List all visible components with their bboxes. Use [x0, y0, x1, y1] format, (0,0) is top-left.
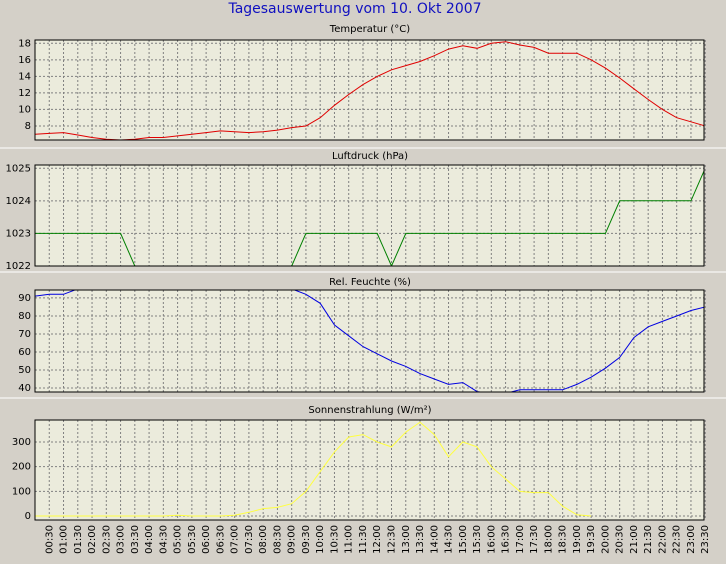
x-tick-label: 17:30 — [529, 525, 540, 554]
x-tick-label: 12:00 — [372, 525, 383, 554]
x-tick-label: 19:30 — [586, 525, 597, 554]
x-tick-label: 06:30 — [215, 525, 226, 554]
y-tick-label: 1022 — [6, 261, 31, 272]
x-tick-label: 01:00 — [59, 525, 70, 554]
x-tick-label: 04:00 — [144, 525, 155, 554]
x-tick-label: 09:00 — [287, 525, 298, 554]
y-tick-label: 50 — [18, 365, 31, 376]
x-tick-label: 10:30 — [329, 525, 340, 554]
x-tick-label: 02:00 — [87, 525, 98, 554]
y-tick-label: 0 — [25, 511, 31, 522]
plot-area — [34, 164, 705, 267]
y-tick-label: 90 — [18, 293, 31, 304]
line — [35, 169, 704, 266]
y-tick-label: 300 — [12, 437, 31, 448]
x-tick-label: 20:00 — [600, 525, 611, 554]
x-tick-label: 08:30 — [272, 525, 283, 554]
plot-frame — [34, 164, 705, 267]
x-tick-label: 21:30 — [643, 525, 654, 554]
y-tick-label: 10 — [18, 104, 31, 115]
plot-frame — [34, 289, 705, 393]
x-tick-label: 11:30 — [358, 525, 369, 554]
x-tick-label: 19:00 — [572, 525, 583, 554]
chart-title: Tagesauswertung vom 10. Okt 2007 — [227, 1, 481, 17]
y-tick-label: 70 — [18, 329, 31, 340]
panel-title: Sonnenstrahlung (W/m²) — [308, 405, 431, 416]
plot-area — [34, 419, 705, 521]
panel-title: Luftdruck (hPa) — [332, 151, 408, 162]
x-tick-label: 15:30 — [472, 525, 483, 554]
panel-title: Temperatur (°C) — [329, 24, 410, 35]
x-tick-label: 06:00 — [201, 525, 212, 554]
line — [35, 421, 592, 517]
y-tick-label: 1023 — [6, 228, 31, 239]
x-tick-label: 16:30 — [501, 525, 512, 554]
x-tick-label: 16:00 — [486, 525, 497, 554]
x-tick-label: 17:00 — [515, 525, 526, 554]
x-tick-label: 07:30 — [244, 525, 255, 554]
y-tick-label: 12 — [18, 88, 31, 99]
x-tick-label: 08:00 — [258, 525, 269, 554]
y-tick-label: 1024 — [6, 196, 31, 207]
plot-frame — [34, 39, 705, 141]
x-tick-label: 14:00 — [429, 525, 440, 554]
x-tick-label: 10:00 — [315, 525, 326, 554]
x-tick-label: 15:00 — [458, 525, 469, 554]
line — [35, 290, 704, 392]
x-tick-label: 07:00 — [230, 525, 241, 554]
x-tick-label: 11:00 — [344, 525, 355, 554]
x-tick-label: 01:30 — [73, 525, 84, 554]
x-tick-label: 18:00 — [543, 525, 554, 554]
y-tick-label: 40 — [18, 383, 31, 394]
line — [35, 41, 704, 140]
plot-area — [34, 39, 705, 141]
y-tick-label: 200 — [12, 462, 31, 473]
x-tick-label: 03:00 — [116, 525, 127, 554]
x-tick-label: 04:30 — [158, 525, 169, 554]
x-tick-label: 05:00 — [173, 525, 184, 554]
x-tick-label: 20:30 — [615, 525, 626, 554]
y-tick-label: 16 — [18, 55, 31, 66]
plot-frame — [34, 419, 705, 521]
x-tick-label: 23:30 — [700, 525, 711, 554]
x-tick-label: 13:30 — [415, 525, 426, 554]
panel-title: Rel. Feuchte (%) — [329, 277, 411, 288]
x-tick-label: 02:30 — [101, 525, 112, 554]
plot-area — [34, 289, 705, 393]
x-tick-label: 22:30 — [672, 525, 683, 554]
y-tick-label: 100 — [12, 486, 31, 497]
y-tick-label: 18 — [18, 38, 31, 49]
x-tick-label: 23:00 — [686, 525, 697, 554]
y-tick-label: 8 — [25, 121, 31, 132]
x-tick-label: 00:30 — [44, 525, 55, 554]
x-tick-label: 05:30 — [187, 525, 198, 554]
x-tick-label: 13:00 — [401, 525, 412, 554]
x-tick-label: 22:00 — [657, 525, 668, 554]
x-tick-label: 21:00 — [629, 525, 640, 554]
y-tick-label: 14 — [18, 71, 31, 82]
x-tick-label: 18:30 — [558, 525, 569, 554]
x-tick-label: 09:30 — [301, 525, 312, 554]
x-tick-label: 12:30 — [387, 525, 398, 554]
x-tick-label: 03:30 — [130, 525, 141, 554]
y-tick-label: 80 — [18, 311, 31, 322]
y-tick-label: 1025 — [6, 163, 31, 174]
x-tick-label: 14:30 — [444, 525, 455, 554]
y-tick-label: 60 — [18, 347, 31, 358]
